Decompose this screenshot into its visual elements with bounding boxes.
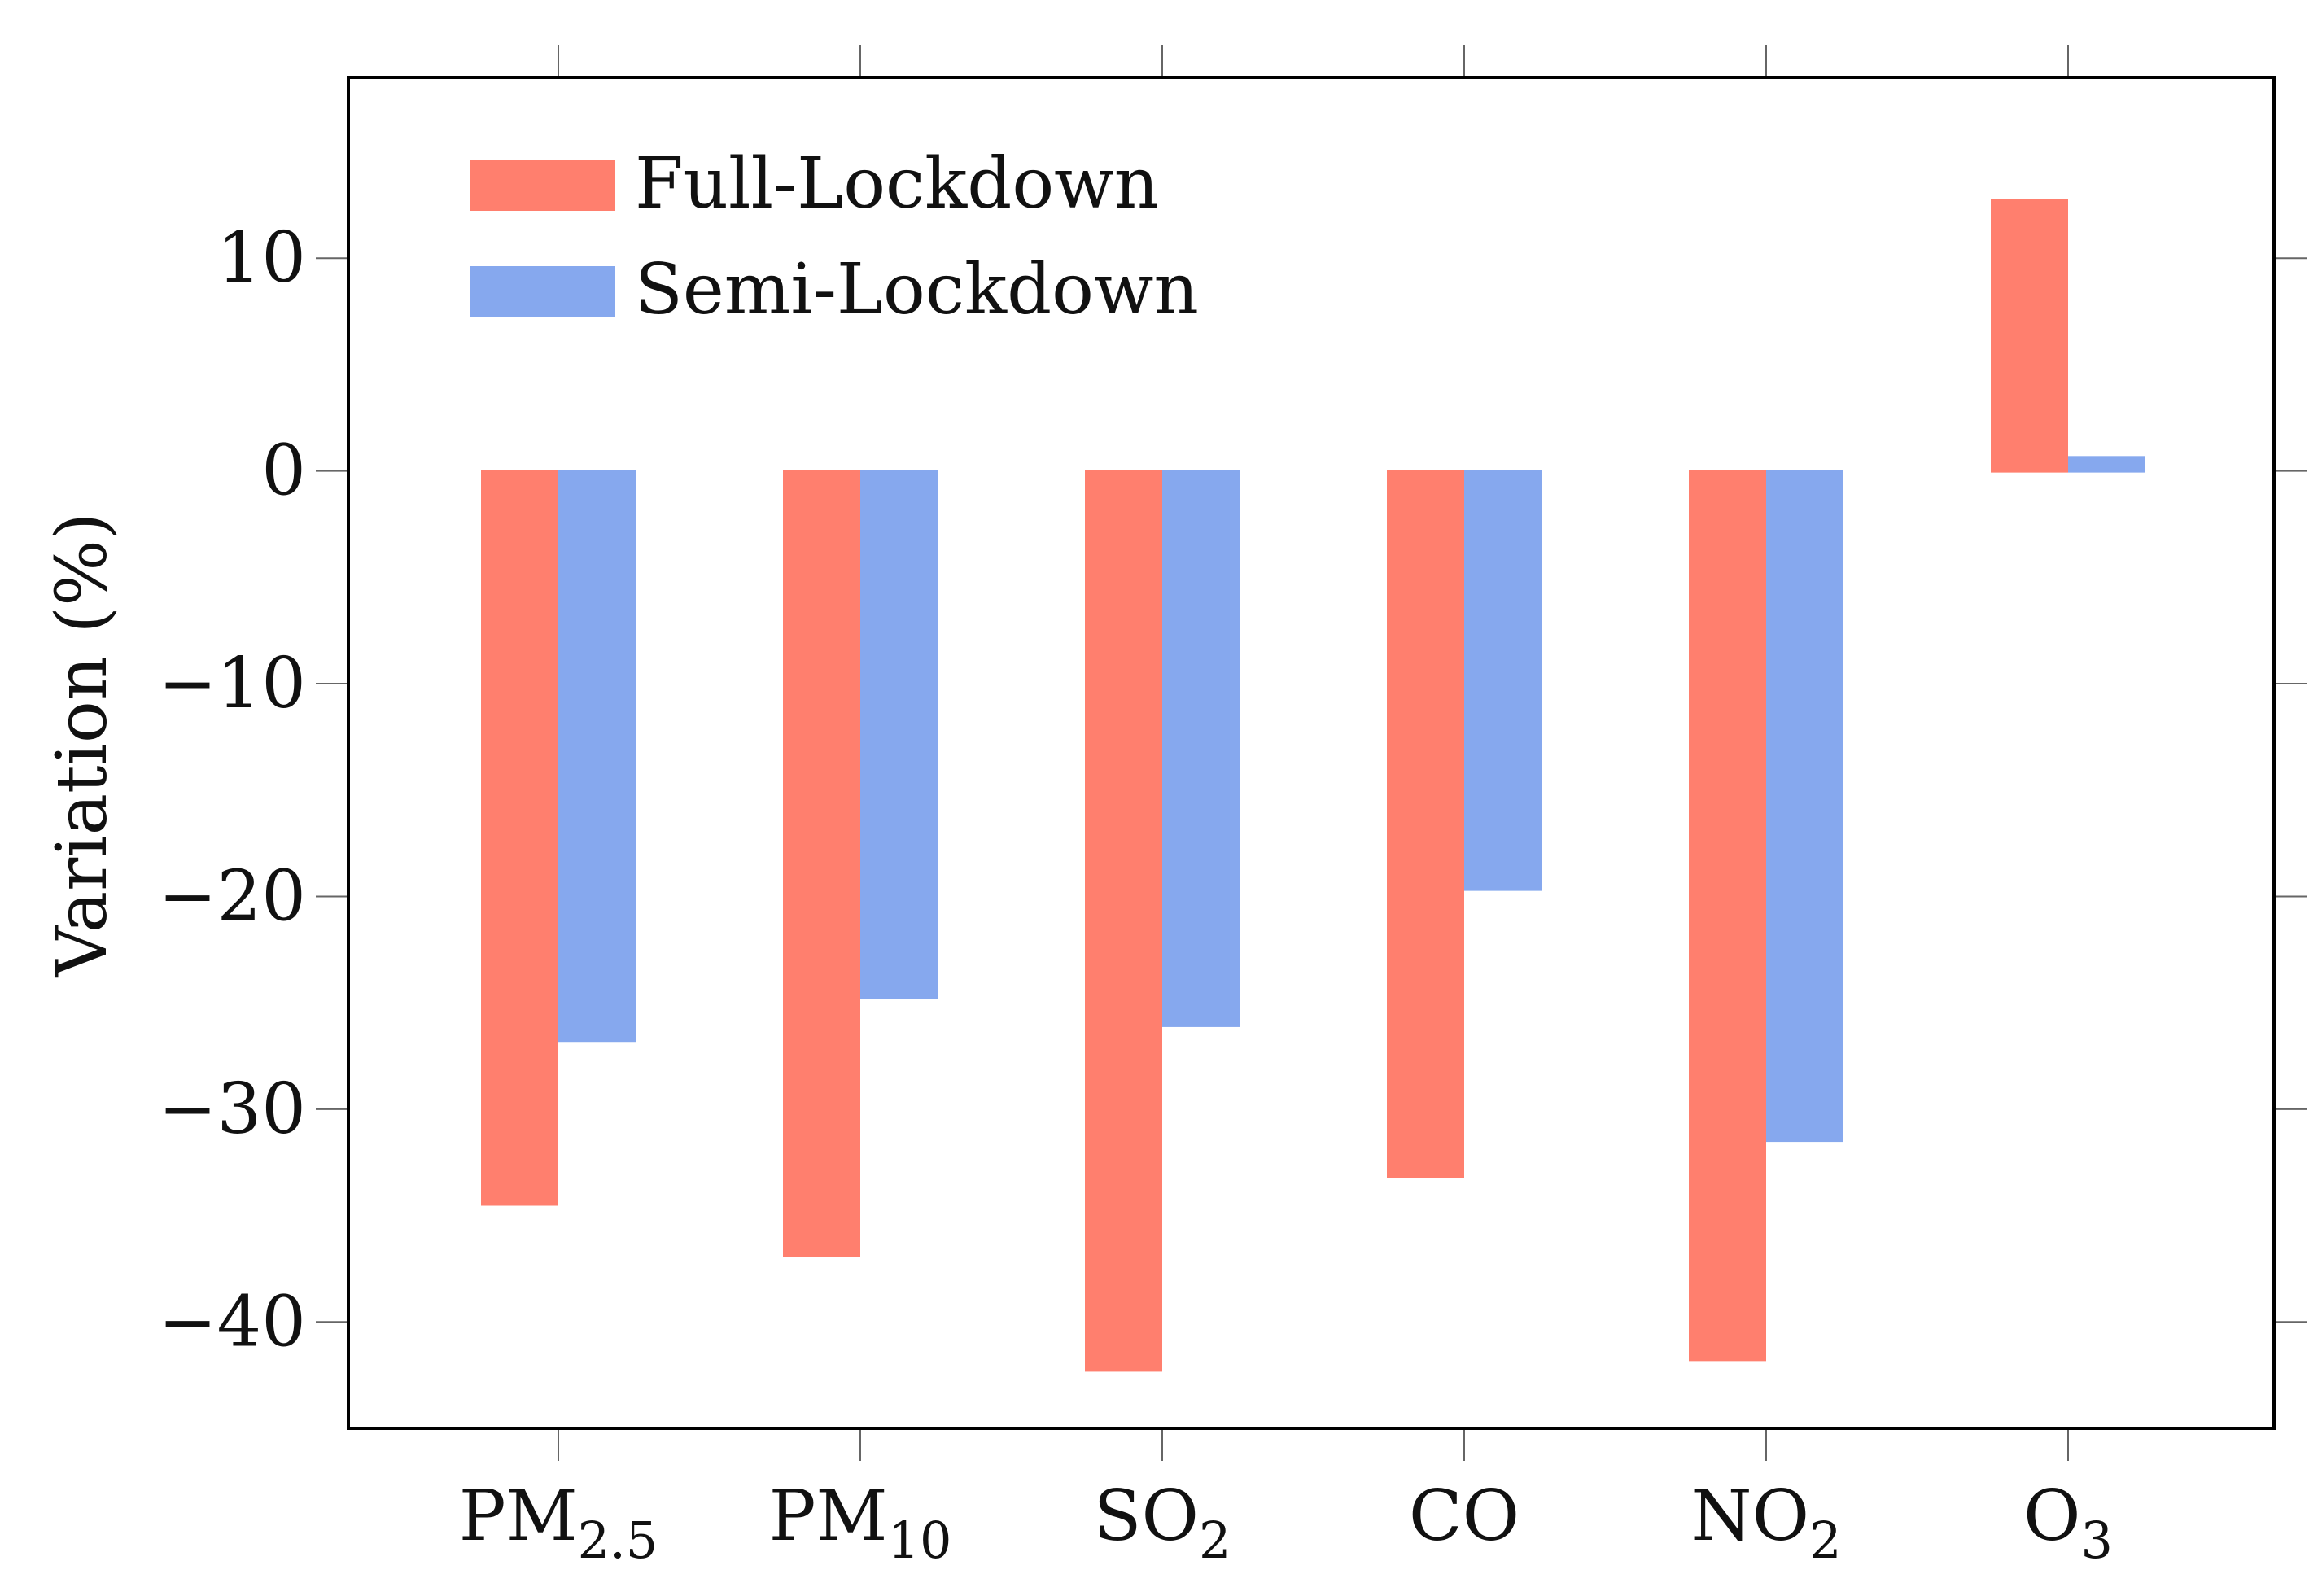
bar-full-lockdown [1085,470,1162,1372]
x-tick-label-subscript: 3 [2081,1511,2113,1570]
legend-label: Semi-Lockdown [635,249,1199,330]
x-tick-label: SO2 [1094,1476,1231,1570]
axis-ticks [316,45,2307,1461]
y-tick-label: −20 [159,855,307,937]
x-tick-label-base: NO [1690,1476,1809,1557]
bar-semi-lockdown [558,470,636,1043]
y-axis-label: Variation (%) [42,513,123,978]
bar-full-lockdown [1387,470,1464,1178]
x-tick-label: CO [1409,1476,1520,1557]
x-tick-label-subscript: 10 [888,1511,952,1570]
legend: Full-Lockdown Semi-Lockdown [470,143,1199,330]
x-tick-label-subscript: 2.5 [578,1511,658,1570]
legend-swatch [470,160,615,211]
x-tick-label-subscript: 2 [1809,1511,1841,1570]
x-tick-label-base: PM [769,1476,888,1557]
bar-full-lockdown [1991,199,2068,473]
legend-swatch [470,266,615,317]
y-tick-label: 10 [217,217,306,299]
x-tick-label-base: CO [1409,1476,1520,1557]
x-tick-label-base: SO [1094,1476,1199,1557]
y-tick-label: −10 [159,643,307,724]
bars [481,199,2145,1372]
legend-label: Full-Lockdown [635,143,1159,225]
plot-frame [347,76,2276,1430]
x-tick-label-base: O [2023,1476,2081,1557]
bar-full-lockdown [1689,470,1766,1362]
x-tick-label: NO2 [1690,1476,1841,1570]
x-tick-label: PM2.5 [459,1476,658,1570]
bar-full-lockdown [783,470,860,1257]
bar-semi-lockdown [1766,470,1843,1143]
y-tick-label: 0 [261,431,306,512]
y-tick-labels: 10 0 −10 −20 −30 −40 [159,217,307,1362]
bar-semi-lockdown [2068,456,2145,473]
y-tick-label: −40 [159,1281,307,1362]
bar-semi-lockdown [1162,470,1240,1027]
bar-full-lockdown [481,470,558,1206]
x-tick-label-base: PM [459,1476,578,1557]
bar-semi-lockdown [860,470,938,999]
x-tick-label: PM10 [769,1476,952,1570]
y-tick-label: −30 [159,1069,307,1150]
x-tick-label: O3 [2023,1476,2113,1570]
bar-semi-lockdown [1464,470,1542,891]
x-tick-label-subscript: 2 [1199,1511,1231,1570]
x-tick-labels: PM2.5 PM10 SO2 CO NO2 O3 [459,1476,2113,1570]
